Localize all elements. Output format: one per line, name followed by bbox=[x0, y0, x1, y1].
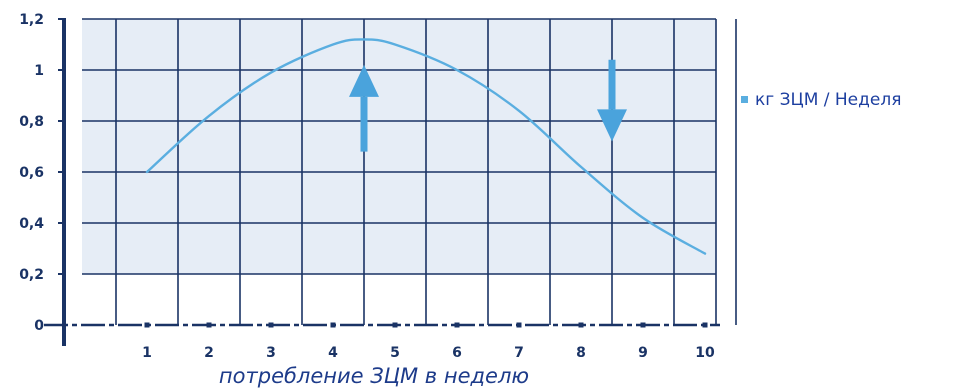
y-tick-label: 0,8 bbox=[19, 114, 44, 130]
series-layer bbox=[145, 38, 707, 255]
x-tick-label: 10 bbox=[695, 345, 715, 361]
x-tick-label: 9 bbox=[638, 345, 648, 361]
legend: кг ЗЦМ / Неделя bbox=[741, 90, 901, 110]
x-tick-label: 5 bbox=[390, 345, 400, 361]
arrow-up bbox=[349, 64, 379, 152]
y-tick-label: 0,2 bbox=[19, 267, 44, 283]
annotation-layer bbox=[349, 59, 627, 152]
legend-label: кг ЗЦМ / Неделя bbox=[755, 90, 901, 110]
x-tick-label: 2 bbox=[204, 345, 214, 361]
arrow-down bbox=[597, 59, 627, 142]
x-tick-mark bbox=[578, 322, 584, 328]
x-tick-label: 3 bbox=[266, 345, 276, 361]
x-tick-labels: 1 2 3 4 5 6 7 8 9 10 bbox=[142, 345, 715, 361]
axes bbox=[44, 18, 720, 346]
y-tick-label: 0 bbox=[34, 318, 44, 334]
arrow-head bbox=[597, 109, 627, 142]
x-tick-mark bbox=[392, 322, 398, 328]
x-tick-label: 6 bbox=[452, 345, 462, 361]
x-tick-mark bbox=[516, 322, 522, 328]
x-tick-label: 4 bbox=[328, 345, 338, 361]
x-tick-label: 1 bbox=[142, 345, 152, 361]
y-tick-label: 1,2 bbox=[19, 12, 44, 28]
x-tick-mark bbox=[206, 322, 212, 328]
x-tick-mark bbox=[454, 322, 460, 328]
x-tick-mark bbox=[702, 322, 708, 328]
x-tick-mark bbox=[640, 322, 646, 328]
x-tick-label: 7 bbox=[514, 345, 524, 361]
y-tick-label: 0,4 bbox=[19, 216, 44, 232]
y-tick-label: 1 bbox=[34, 63, 44, 79]
legend-marker bbox=[741, 96, 748, 103]
x-axis-label: потребление ЗЦМ в неделю bbox=[219, 364, 529, 388]
series-line bbox=[145, 38, 707, 255]
y-tick-labels: 0 0,2 0,4 0,6 0,8 1 1,2 bbox=[19, 12, 44, 334]
arrow-head bbox=[349, 64, 379, 97]
plot-area bbox=[82, 19, 716, 274]
x-tick-mark bbox=[268, 322, 274, 328]
plot-background bbox=[82, 19, 716, 274]
x-tick-label: 8 bbox=[576, 345, 586, 361]
y-tick-label: 0,6 bbox=[19, 165, 44, 181]
x-tick-mark bbox=[144, 322, 150, 328]
x-tick-mark bbox=[330, 322, 336, 328]
